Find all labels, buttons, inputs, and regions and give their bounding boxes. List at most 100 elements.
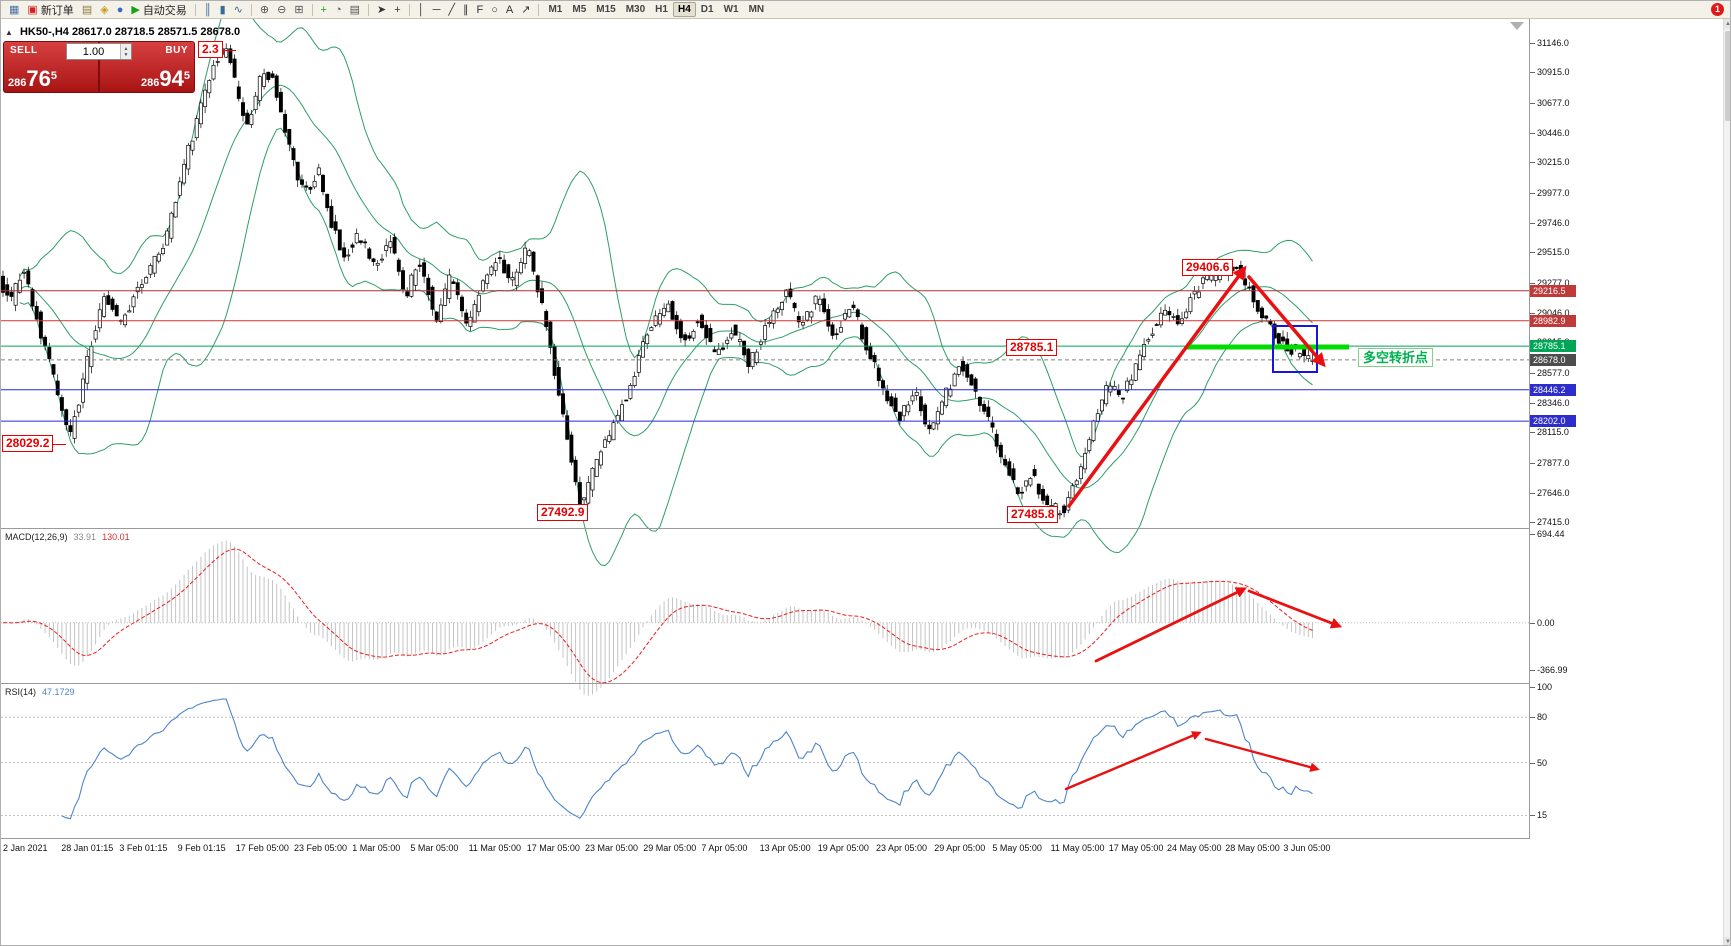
rsi-trend-arrow-up[interactable] [1064,731,1202,791]
shapes-button[interactable]: ○ [487,2,502,17]
market-watch-button[interactable]: ● [113,2,128,17]
chart-window: 2.3 29406.6 28785.1 28029.2 27492.9 27485.8 多空… [1,19,1731,945]
highlight-rectangle[interactable] [1272,325,1318,373]
timeframe-m30[interactable]: M30 [625,4,646,15]
price-tag: 28982.9 [1530,314,1576,327]
time-axis[interactable]: 2 Jan 2021 28 Jan 01:15 3 Feb 01:15 9 Feb 0… [1,839,1591,859]
toolbar-separator [311,3,313,16]
pane-separator[interactable] [1,838,1591,839]
trendline-icon: ╱ [448,3,455,16]
zoom-in-button[interactable]: ⊕ [256,2,273,17]
chart-window-button[interactable]: ▦ [5,2,23,17]
tile-windows-button[interactable]: ⊞ [290,2,307,17]
text-button[interactable]: A [502,2,517,17]
channel-button[interactable]: ∥ [459,2,473,17]
price-annotation-label[interactable]: 27485.8 [1007,506,1059,523]
toolbar-separator [250,3,252,16]
autotrading-button[interactable]: ▶ 自动交易 [127,2,190,17]
main-trend-arrow-up[interactable] [1067,265,1247,508]
time-tick: 5 Mar 05:00 [410,843,459,853]
crosshair-button[interactable]: + [390,2,404,17]
periods-button[interactable]: ◔ [331,2,346,17]
fibonacci-button[interactable]: F [473,2,488,17]
timeframe-w1[interactable]: W1 [723,4,739,15]
price-tick: 30215.0 [1530,157,1570,168]
scroll-thumb[interactable] [1725,31,1730,121]
pane-separator[interactable] [1,528,1591,529]
spinner-down-icon[interactable]: ▼ [123,51,129,58]
channel-icon: ∥ [463,3,469,16]
timeframe-h4[interactable]: H4 [672,2,696,17]
arrow-tool-button[interactable]: ↗ [517,2,534,17]
annotations-layer: 2.3 29406.6 28785.1 28029.2 27492.9 27485.8 多空… [1,19,1529,859]
new-order-button[interactable]: ▣ 新订单 [23,2,77,17]
price-annotation-label[interactable]: 28029.2 [2,435,67,452]
time-tick: 29 Apr 05:00 [934,843,986,853]
indicators-button[interactable]: + [317,2,331,17]
volume-input[interactable]: 1.00 ▲ ▼ [66,43,132,60]
time-tick: 9 Feb 01:15 [177,843,226,853]
ohlc-values: HK50-,H4 28617.0 28718.5 28571.5 28678.0 [19,26,241,38]
turning-point-note[interactable]: 多空转折点 [1358,348,1434,367]
timeframe-d1[interactable]: D1 [700,4,714,15]
chart-shift-marker[interactable] [1510,22,1524,30]
timeframe-m5[interactable]: M5 [572,4,587,15]
bar-chart-button[interactable]: ║ [200,2,216,17]
candlestick-chart-button[interactable]: ▮ [216,2,230,17]
arrow-tool-icon: ↗ [521,3,531,16]
price-annotation-label[interactable]: 27492.9 [537,504,589,521]
bar-chart-icon: ║ [203,3,212,16]
trendline-button[interactable]: ╱ [444,2,459,17]
fibonacci-icon: F [476,3,484,16]
vertical-line-button[interactable]: │ [414,2,429,17]
time-tick: 3 Jun 05:00 [1283,843,1331,853]
buy-button[interactable]: BUY 286945 [99,41,195,93]
price-tick: 30446.0 [1530,127,1570,138]
price-tag: 28202.0 [1530,415,1576,428]
quote-panel-toggle[interactable]: ▲ [5,28,13,37]
chart-canvas[interactable] [1,19,1529,859]
rsi-value: 47.1729 [42,687,75,697]
volume-spinner[interactable]: ▲ ▼ [120,44,131,59]
price-annotation-label[interactable]: 2.3 [198,41,236,58]
price-annotation-label[interactable]: 28785.1 [1006,339,1058,356]
macd-tick: -366.99 [1530,664,1568,675]
time-tick: 19 Apr 05:00 [817,843,869,853]
horizontal-level-lines[interactable] [1,290,1529,422]
zoom-out-button[interactable]: ⊖ [273,2,290,17]
candlestick-chart-icon: ▮ [219,3,226,16]
timeframe-mn[interactable]: MN [748,4,765,15]
time-tick: 23 Feb 05:00 [294,843,348,853]
timeframe-m15[interactable]: M15 [596,4,616,15]
macd-tick: 0.00 [1530,617,1555,628]
scroll-down-arrow[interactable]: ▼ [1724,937,1731,945]
scroll-up-arrow[interactable]: ▲ [1724,19,1731,29]
text-icon: A [505,3,514,16]
pane-separator[interactable] [1,683,1591,684]
timeframe-h1[interactable]: H1 [655,4,668,15]
cursor-button[interactable]: ➤ [373,2,390,17]
notification-badge[interactable]: 1 [1711,3,1724,16]
spinner-up-icon[interactable]: ▲ [123,45,129,52]
price-tick: 28577.0 [1530,367,1570,378]
periods-icon: ◔ [334,3,342,16]
horizontal-line-button[interactable]: ─ [429,2,445,17]
time-tick: 17 Feb 05:00 [235,843,289,853]
time-tick: 23 Mar 05:00 [585,843,639,853]
templates-button[interactable]: ▤ [346,2,364,17]
time-tick: 17 May 05:00 [1108,843,1164,853]
chart-profiles-button[interactable]: ▤ [78,2,96,17]
macd-trend-arrow-up[interactable] [1094,587,1248,663]
vertical-scrollbar[interactable]: ▲ ▼ [1723,19,1731,945]
time-tick: 2 Jan 2021 [3,843,48,853]
market-watch-icon: ● [116,3,124,16]
rsi-trend-arrow-down[interactable] [1204,737,1320,772]
timeframe-m1[interactable]: M1 [548,4,563,15]
price-annotation-label[interactable]: 29406.6 [1182,259,1234,276]
main-trend-arrow-down[interactable] [1247,275,1326,368]
price-axis[interactable]: 31146.0 30915.0 30677.0 30446.0 30215.0 29977… [1529,19,1591,859]
alerts-button[interactable]: ◈ [96,2,112,17]
macd-trend-arrow-down[interactable] [1247,589,1343,629]
line-chart-button[interactable]: ∿ [230,2,247,17]
rsi-indicator-label: RSI(14) 47.1729 [5,687,75,697]
